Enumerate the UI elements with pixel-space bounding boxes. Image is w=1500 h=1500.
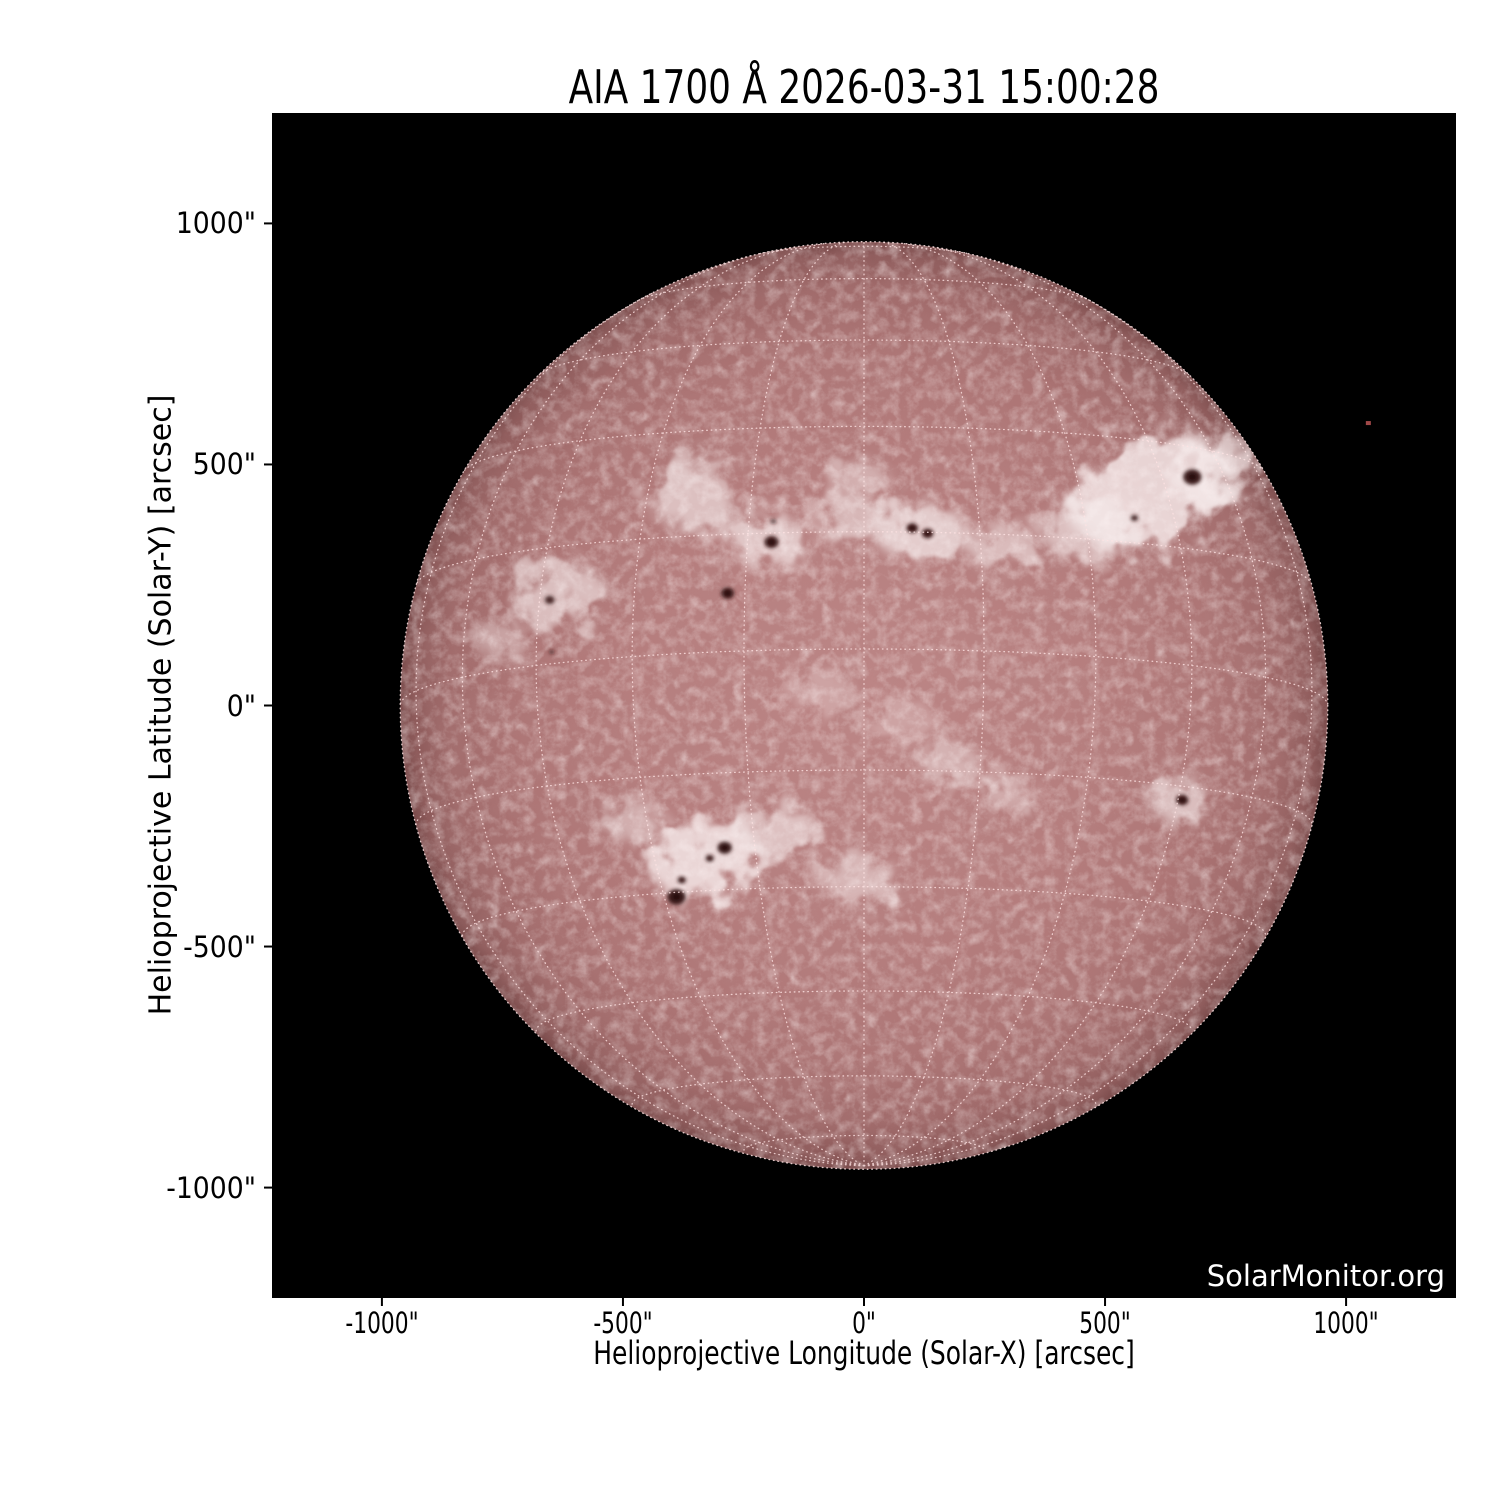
watermark-text: SolarMonitor.org (1206, 1259, 1445, 1293)
latitude-line (743, 1134, 985, 1151)
latitude-line (631, 1075, 1097, 1105)
sunspot-umbra (721, 844, 729, 851)
axis-tick-marks (264, 222, 1348, 1306)
sunspot-umbra (671, 892, 682, 902)
sunspot-umbra (1132, 516, 1137, 520)
y-tick-label: -1000" (166, 1170, 256, 1205)
heliographic-grid (399, 241, 1329, 1167)
y-tick-label: 500" (192, 447, 256, 482)
sunspot-umbra (771, 519, 776, 523)
sunspot-umbra (1179, 797, 1186, 803)
latitude-line (463, 425, 1265, 471)
longitude-line (863, 254, 1267, 1167)
chart-title: AIA 1700 Å 2026-03-31 15:00:28 (568, 60, 1160, 114)
latitude-line (399, 648, 1329, 705)
longitude-line (863, 291, 1313, 1167)
sunspots-layer (544, 469, 1202, 905)
solar-disk (400, 241, 1328, 1170)
sunspot-umbra (909, 525, 916, 531)
sunspot-umbra (707, 856, 712, 861)
y-tick-label: 0" (226, 688, 256, 723)
sunspot-umbra (724, 590, 731, 597)
x-tick-label: 1000" (1313, 1306, 1379, 1340)
x-tick-label: -1000" (345, 1306, 419, 1340)
artifact-dot (1365, 421, 1371, 426)
x-axis-label: Helioprojective Longitude (Solar-X) [arc… (593, 1334, 1135, 1372)
solar-limb-outline (399, 241, 1329, 1170)
sunspot-umbra (547, 597, 553, 603)
sunspot-umbra (924, 530, 931, 536)
sunspot-umbra (767, 538, 776, 546)
y-tick-label: -500" (183, 929, 256, 964)
sunspot-umbra (679, 878, 684, 882)
longitude-line (743, 241, 865, 1167)
y-tick-label: 1000" (175, 206, 256, 241)
x-tick-label: -500" (593, 1306, 653, 1340)
x-tick-label: 500" (1079, 1306, 1131, 1340)
longitude-line (863, 246, 1193, 1167)
x-tick-label: 0" (852, 1306, 876, 1340)
sunspot-umbra (550, 650, 554, 654)
latitude-line (538, 339, 1190, 376)
longitude-line (415, 291, 865, 1167)
longitude-line (863, 241, 985, 1167)
longitude-line (535, 246, 865, 1167)
longitude-line (461, 254, 865, 1167)
latitude-line (759, 245, 969, 255)
sunspot-umbra (1187, 472, 1197, 482)
